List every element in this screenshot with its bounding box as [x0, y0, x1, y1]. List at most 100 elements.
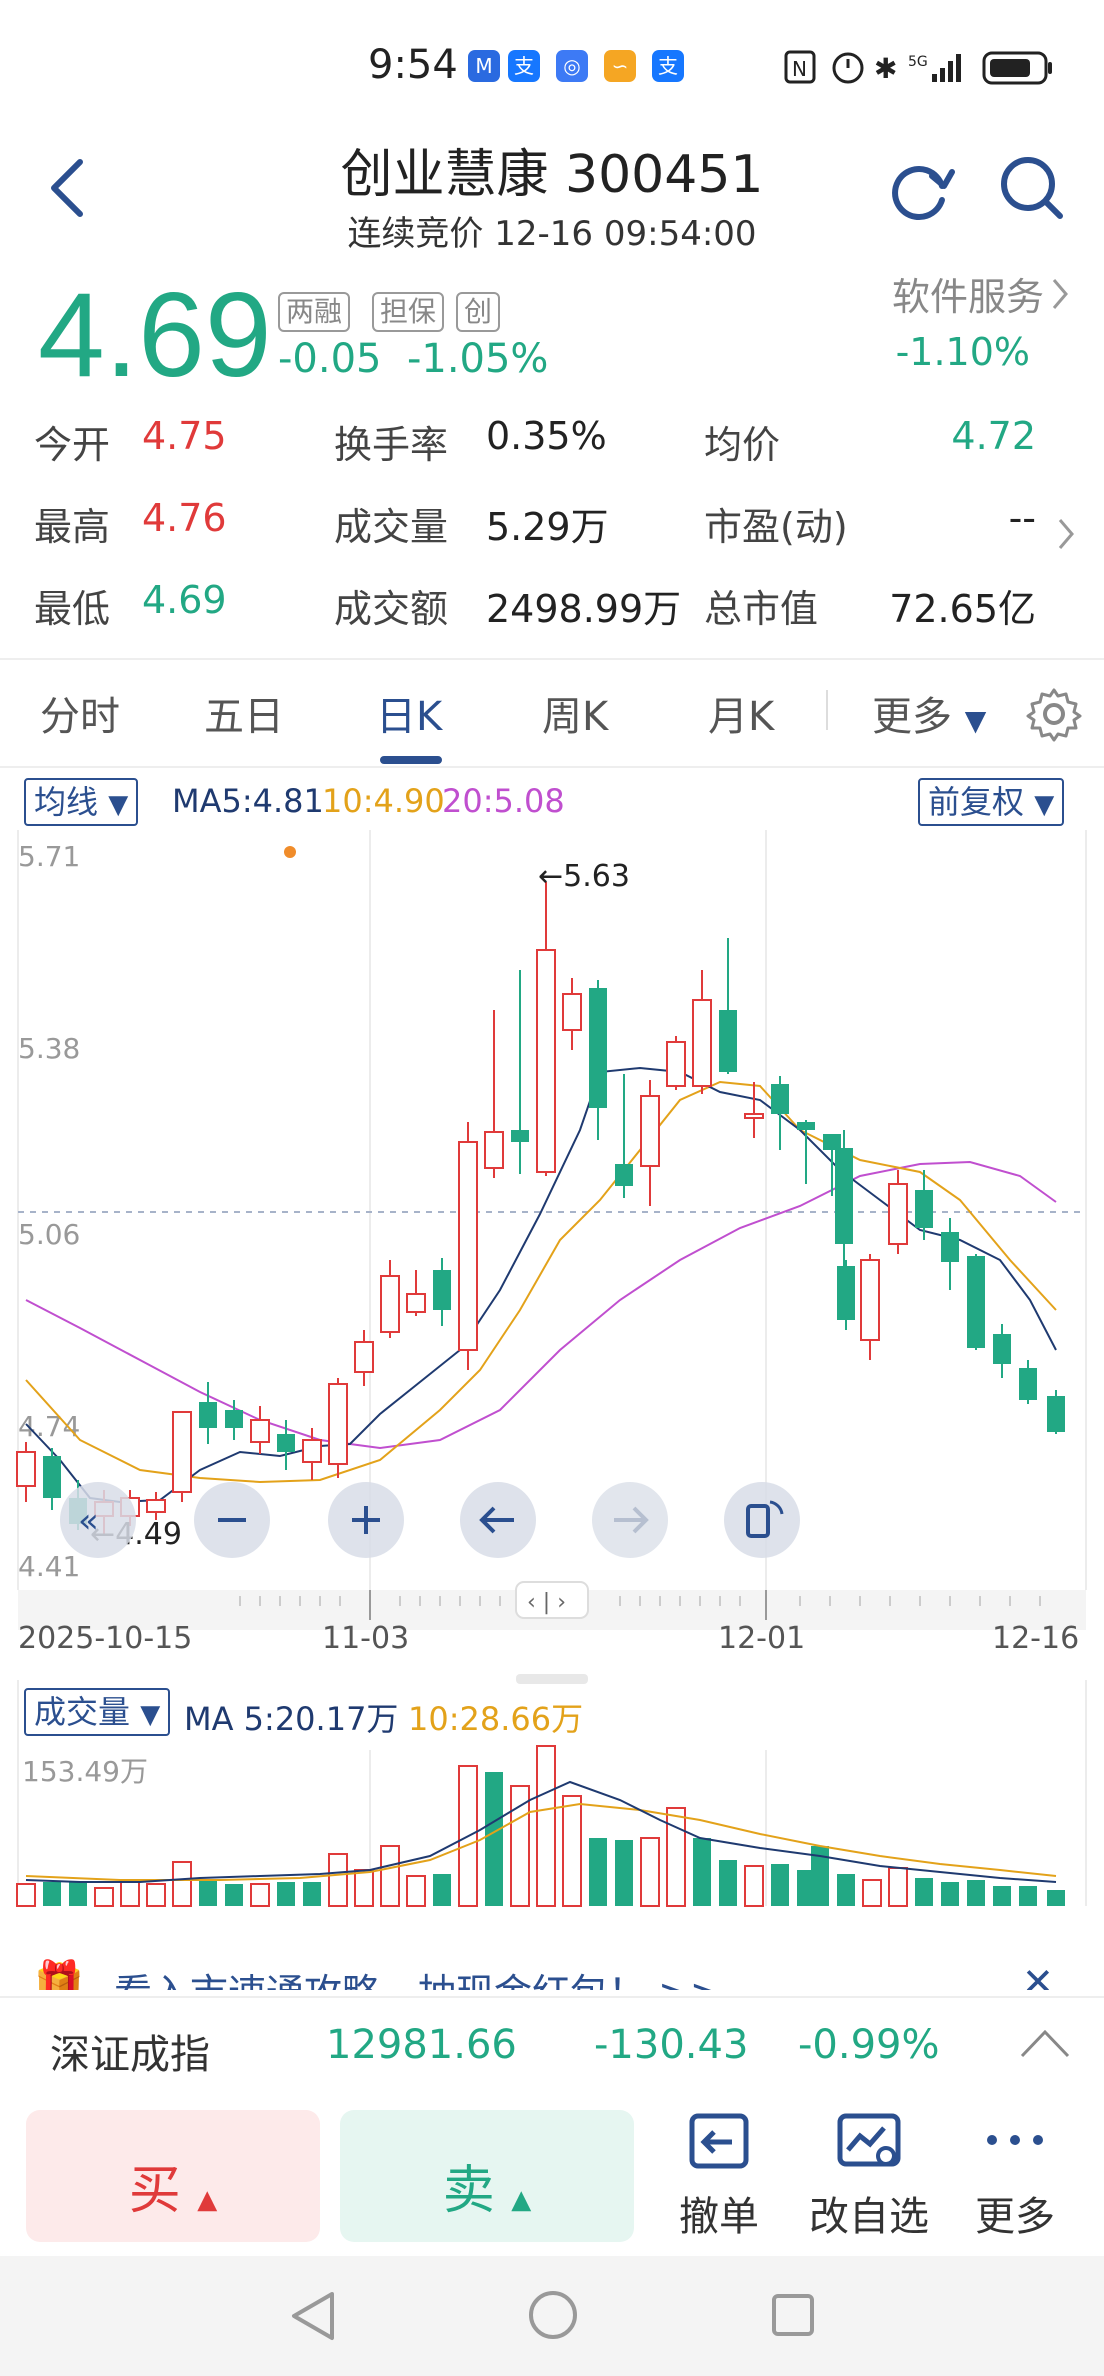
- tab-daily-k[interactable]: 日K: [376, 694, 443, 740]
- ma10-line: [25, 1080, 1057, 1484]
- adjust-selector-label: 前复权: [928, 783, 1025, 821]
- promo-banner[interactable]: 🎁 看入市速通攻略，抽现金红包！ >> ✕: [0, 1950, 1104, 1990]
- candle: [354, 1341, 374, 1373]
- candle: [835, 1148, 853, 1244]
- stat-high-label: 最高: [34, 505, 111, 549]
- stat-low-label: 最低: [34, 587, 111, 631]
- jump-start-button[interactable]: «: [60, 1482, 136, 1558]
- stat-pe-label: 市盈(动): [704, 505, 848, 549]
- page-title: 创业慧康 300451: [340, 145, 764, 205]
- alipay-notification-icon: 支: [652, 50, 684, 82]
- volume-bar: [380, 1845, 400, 1907]
- refresh-icon[interactable]: [884, 156, 956, 228]
- candle: [589, 988, 607, 1108]
- volume-selector[interactable]: 成交量 ▼: [24, 1688, 171, 1736]
- stat-avg-value: 4.72: [951, 414, 1036, 458]
- edit-watchlist-button[interactable]: 改自选: [794, 2110, 944, 2242]
- index-bar[interactable]: 深证成指 12981.66 -130.43 -0.99%: [0, 1996, 1104, 2096]
- stat-open-label: 今开: [34, 423, 111, 467]
- volume-bar: [354, 1869, 374, 1907]
- tag-chinext[interactable]: 创: [456, 292, 501, 332]
- buy-button[interactable]: 买 ▲: [26, 2110, 320, 2242]
- vol-max-label: 153.49万: [22, 1755, 148, 1788]
- vol-ma10-readout: 10:28.66万: [408, 1700, 584, 1738]
- volume-bar: [16, 1883, 36, 1907]
- volume-chart[interactable]: [0, 1680, 1104, 1910]
- scroll-right-button[interactable]: [592, 1482, 668, 1558]
- volume-bar: [744, 1865, 764, 1907]
- chevron-up-icon[interactable]: [1018, 2024, 1072, 2064]
- candle: [941, 1232, 959, 1262]
- cancel-order-button[interactable]: 撤单: [644, 2110, 794, 2242]
- volume-bar: [615, 1840, 633, 1906]
- caret-down-icon: ▼: [1034, 790, 1055, 820]
- caret-down-icon: ▼: [108, 790, 129, 820]
- scroll-left-button[interactable]: [460, 1482, 536, 1558]
- volume-bar: [250, 1883, 270, 1907]
- candles: [16, 882, 1065, 1534]
- tab-separator: [826, 690, 828, 730]
- svg-text:‹ | ›: ‹ | ›: [527, 1590, 566, 1615]
- stat-pe-value: --: [1008, 496, 1036, 540]
- zoom-in-button[interactable]: [328, 1482, 404, 1558]
- stat-open-value: 4.75: [142, 414, 227, 458]
- rotate-screen-button[interactable]: [724, 1482, 800, 1558]
- volume-bar: [941, 1882, 959, 1906]
- edit-watchlist-icon: [837, 2113, 901, 2167]
- zoom-out-button[interactable]: [194, 1482, 270, 1558]
- tab-weekly-k[interactable]: 周K: [542, 694, 609, 740]
- candle: [860, 1259, 880, 1341]
- gear-icon[interactable]: [1026, 686, 1082, 742]
- tab-intraday[interactable]: 分时: [40, 694, 120, 740]
- sector-name[interactable]: 软件服务: [891, 275, 1044, 319]
- adjust-selector[interactable]: 前复权 ▼: [918, 778, 1065, 826]
- status-time: 9:54: [368, 42, 458, 88]
- more-button[interactable]: 更多: [940, 2110, 1090, 2242]
- buy-label: 买: [128, 2161, 181, 2221]
- panel-resize-handle[interactable]: [516, 1674, 588, 1684]
- ma20-line: [25, 1160, 1057, 1450]
- caret-down-icon: ▼: [964, 704, 987, 737]
- search-icon[interactable]: [996, 152, 1068, 224]
- chart-drag-handle[interactable]: ‹ | ›: [515, 1581, 589, 1619]
- status-icons: N ✱ 5G: [784, 50, 1052, 85]
- tag-margin[interactable]: 两融: [278, 292, 351, 332]
- candle: [380, 1275, 400, 1333]
- ma5-readout: MA5:4.81: [172, 782, 324, 820]
- candle: [837, 1266, 855, 1320]
- tab-more[interactable]: 更多 ▼: [872, 684, 986, 742]
- volume-bar: [1019, 1886, 1037, 1906]
- nav-home-icon[interactable]: [526, 2288, 580, 2342]
- tab-monthly-k[interactable]: 月K: [708, 694, 775, 740]
- chevron-right-icon[interactable]: [1048, 274, 1072, 314]
- stat-volume-label: 成交量: [334, 505, 449, 549]
- tab-more-label: 更多: [872, 694, 952, 740]
- sell-button[interactable]: 卖 ▲: [340, 2110, 634, 2242]
- volume-bar: [536, 1745, 556, 1907]
- candle: [250, 1419, 270, 1443]
- volume-bar: [811, 1846, 829, 1906]
- candle: [433, 1270, 451, 1310]
- volume-bar: [510, 1785, 530, 1907]
- ma-selector[interactable]: 均线 ▼: [24, 778, 139, 826]
- event-marker[interactable]: [284, 846, 296, 858]
- candle: [43, 1456, 61, 1498]
- tab-five-day[interactable]: 五日: [204, 694, 284, 740]
- volume-bar: [589, 1838, 607, 1906]
- volume-bar: [915, 1878, 933, 1906]
- chevron-right-icon[interactable]: [1054, 514, 1078, 554]
- volume-bar: [146, 1883, 166, 1907]
- nav-recents-icon[interactable]: [768, 2290, 818, 2340]
- close-icon[interactable]: ✕: [1022, 1960, 1054, 1990]
- back-button[interactable]: [40, 152, 96, 224]
- candle: [1019, 1368, 1037, 1400]
- x-label-1103: 11-03: [322, 1621, 409, 1656]
- kline-chart[interactable]: 5.71 5.38 5.06 4.74 4.41: [0, 830, 1104, 1710]
- index-value: 12981.66: [326, 2022, 517, 2068]
- nav-back-icon[interactable]: [288, 2288, 338, 2344]
- tag-collateral[interactable]: 担保: [372, 292, 445, 332]
- promo-text: 看入市速通攻略，抽现金红包！ >>: [114, 1962, 722, 1990]
- status-bar: 9:54 M 支 ◎ ∽ 支 N ✱ 5G: [0, 0, 1104, 130]
- candle: [536, 949, 556, 1173]
- svg-text:N: N: [792, 57, 807, 81]
